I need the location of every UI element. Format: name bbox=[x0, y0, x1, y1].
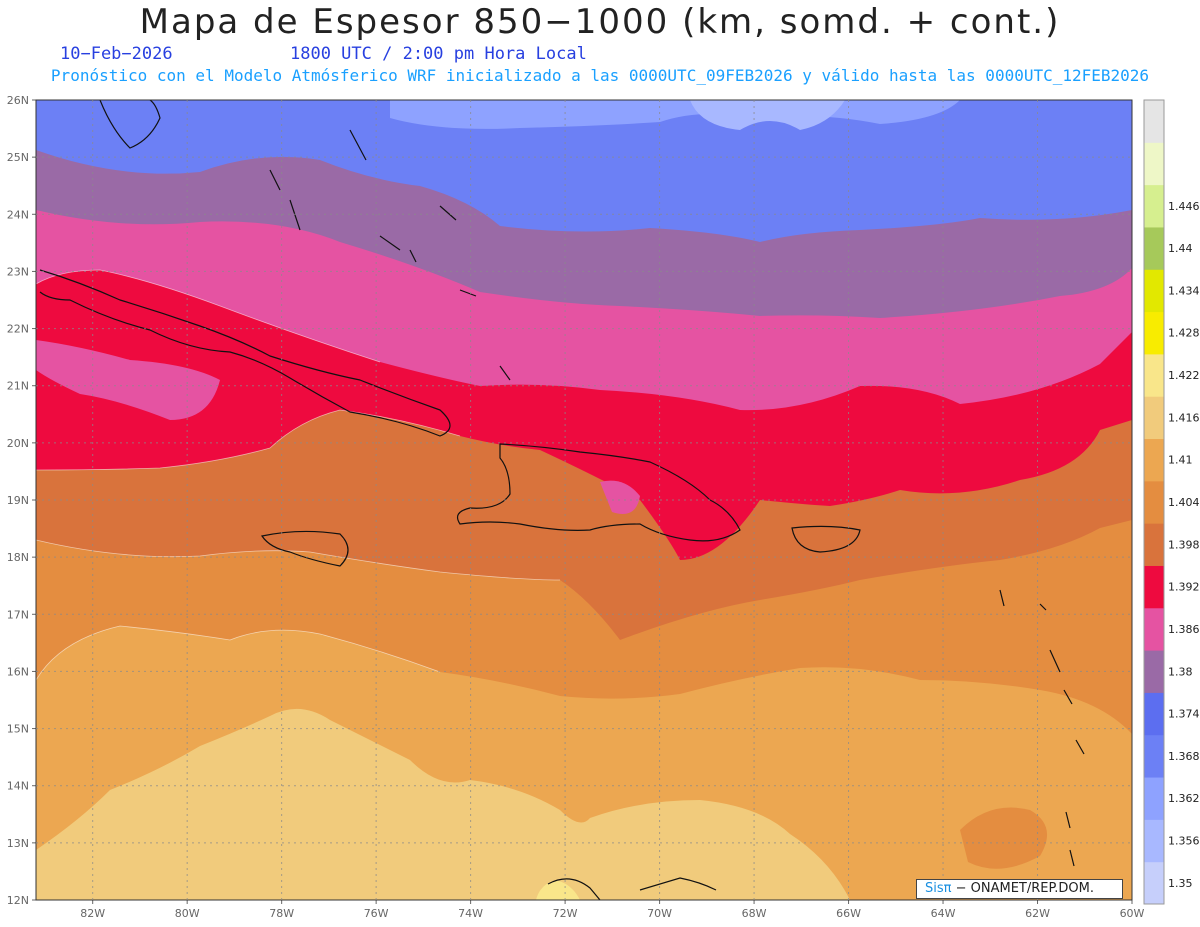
lat-label: 21N bbox=[7, 380, 29, 393]
colorbar-label: 1.428 bbox=[1168, 327, 1200, 340]
longitude-labels: 82W 80W 78W 76W 74W 72W 70W 68W 66W 64W 62W 60W bbox=[80, 907, 1144, 920]
colorbar-label: 1.35 bbox=[1168, 877, 1193, 890]
colorbar-swatch bbox=[1144, 396, 1164, 440]
lon-label: 70W bbox=[647, 907, 672, 920]
colorbar-label: 1.386 bbox=[1168, 623, 1200, 636]
colorbar-label: 1.416 bbox=[1168, 411, 1200, 424]
lon-label: 80W bbox=[175, 907, 200, 920]
colorbar-label: 1.38 bbox=[1168, 665, 1193, 678]
lon-label: 76W bbox=[364, 907, 389, 920]
date-label: 10−Feb−2026 bbox=[60, 44, 173, 64]
colorbar-swatch bbox=[1144, 565, 1164, 609]
colorbar-swatch bbox=[1144, 184, 1164, 228]
lat-label: 15N bbox=[7, 723, 29, 736]
colorbar-label: 1.356 bbox=[1168, 835, 1200, 848]
colorbar-swatch bbox=[1144, 353, 1164, 397]
band-1350 bbox=[690, 100, 845, 130]
time-label: 1800 UTC / 2:00 pm Hora Local bbox=[290, 44, 587, 64]
colorbar-swatch bbox=[1144, 142, 1164, 186]
lat-label: 25N bbox=[7, 151, 29, 164]
lat-label: 18N bbox=[7, 551, 29, 564]
colorbar-swatch bbox=[1144, 438, 1164, 482]
graticule bbox=[32, 99, 1133, 904]
colorbar-swatch bbox=[1144, 692, 1164, 736]
map-title: Mapa de Espesor 850−1000 (km, somd. + co… bbox=[139, 2, 1061, 42]
hispaniola-coast bbox=[457, 443, 741, 542]
lon-label: 82W bbox=[80, 907, 105, 920]
lat-label: 12N bbox=[7, 894, 29, 907]
florida-coast bbox=[99, 100, 161, 149]
pink-blob-west bbox=[36, 340, 220, 420]
bahamas-islands bbox=[269, 129, 511, 381]
lon-label: 64W bbox=[931, 907, 956, 920]
lon-label: 62W bbox=[1025, 907, 1050, 920]
colorbar-swatch bbox=[1144, 100, 1164, 143]
colorbar-label: 1.398 bbox=[1168, 538, 1200, 551]
coastlines bbox=[39, 100, 1085, 900]
colorbar-swatch bbox=[1144, 777, 1164, 820]
lon-label: 60W bbox=[1120, 907, 1145, 920]
credit-text: − ONAMET/REP.DOM. bbox=[951, 881, 1095, 896]
colorbar-swatch bbox=[1144, 523, 1164, 566]
dark-blob-east bbox=[960, 807, 1048, 869]
lon-label: 66W bbox=[836, 907, 861, 920]
band-1410 bbox=[536, 880, 580, 900]
lesser-antilles bbox=[999, 589, 1085, 867]
colorbar-label: 1.44 bbox=[1168, 242, 1193, 255]
south-america-coast bbox=[547, 877, 717, 900]
band-1404 bbox=[36, 708, 850, 900]
colorbar-swatch bbox=[1144, 226, 1164, 270]
lat-label: 14N bbox=[7, 780, 29, 793]
jamaica-coast bbox=[261, 530, 349, 567]
colorbar-swatch bbox=[1144, 861, 1164, 905]
pink-blob-haiti bbox=[600, 480, 640, 514]
sispi-logo: Sisπ bbox=[925, 881, 952, 896]
forecast-description: Pronóstico con el Modelo Atmósferico WRF… bbox=[50, 66, 1150, 85]
puerto-rico-coast bbox=[791, 525, 861, 553]
lon-label: 74W bbox=[458, 907, 483, 920]
colorbar-label: 1.434 bbox=[1168, 284, 1200, 297]
lat-label: 19N bbox=[7, 494, 29, 507]
colorbar-label: 1.374 bbox=[1168, 708, 1200, 721]
colorbar-label: 1.422 bbox=[1168, 369, 1200, 382]
colorbar-label: 1.368 bbox=[1168, 750, 1200, 763]
lat-label: 23N bbox=[7, 265, 29, 278]
lat-label: 22N bbox=[7, 323, 29, 336]
lat-label: 17N bbox=[7, 608, 29, 621]
colorbar-swatch bbox=[1144, 311, 1164, 355]
lat-label: 24N bbox=[7, 208, 29, 221]
colorbar-label: 1.446 bbox=[1168, 200, 1200, 213]
lat-label: 16N bbox=[7, 665, 29, 678]
colorbar-swatch bbox=[1144, 269, 1164, 313]
lon-label: 78W bbox=[269, 907, 294, 920]
colorbar-swatch bbox=[1144, 480, 1164, 524]
lon-label: 68W bbox=[742, 907, 767, 920]
colorbar-frame bbox=[1143, 99, 1165, 905]
map-field bbox=[36, 100, 1132, 900]
latitude-labels: 12N 13N 14N 15N 16N 17N 18N 19N 20N 21N 22N 23N 24N 2… bbox=[7, 94, 29, 907]
lat-label: 13N bbox=[7, 837, 29, 850]
lon-label: 72W bbox=[553, 907, 578, 920]
colorbar-label: 1.362 bbox=[1168, 792, 1200, 805]
cuba-coast bbox=[39, 269, 451, 437]
colorbar-swatch bbox=[1144, 650, 1164, 693]
lat-label: 20N bbox=[7, 437, 29, 450]
colorbar-label: 1.41 bbox=[1168, 454, 1193, 467]
colorbar-label: 1.404 bbox=[1168, 496, 1200, 509]
colorbar-swatch bbox=[1144, 734, 1164, 778]
colorbar-swatch bbox=[1144, 607, 1164, 651]
credit-box: Sisπ − ONAMET/REP.DOM. bbox=[916, 879, 1123, 899]
lat-label: 26N bbox=[7, 94, 29, 107]
colorbar: 1.35 1.356 1.362 1.368 1.374 1.38 1.386 1.392 1.… bbox=[1143, 99, 1200, 905]
colorbar-label: 1.392 bbox=[1168, 581, 1200, 594]
colorbar-swatch bbox=[1144, 819, 1164, 863]
